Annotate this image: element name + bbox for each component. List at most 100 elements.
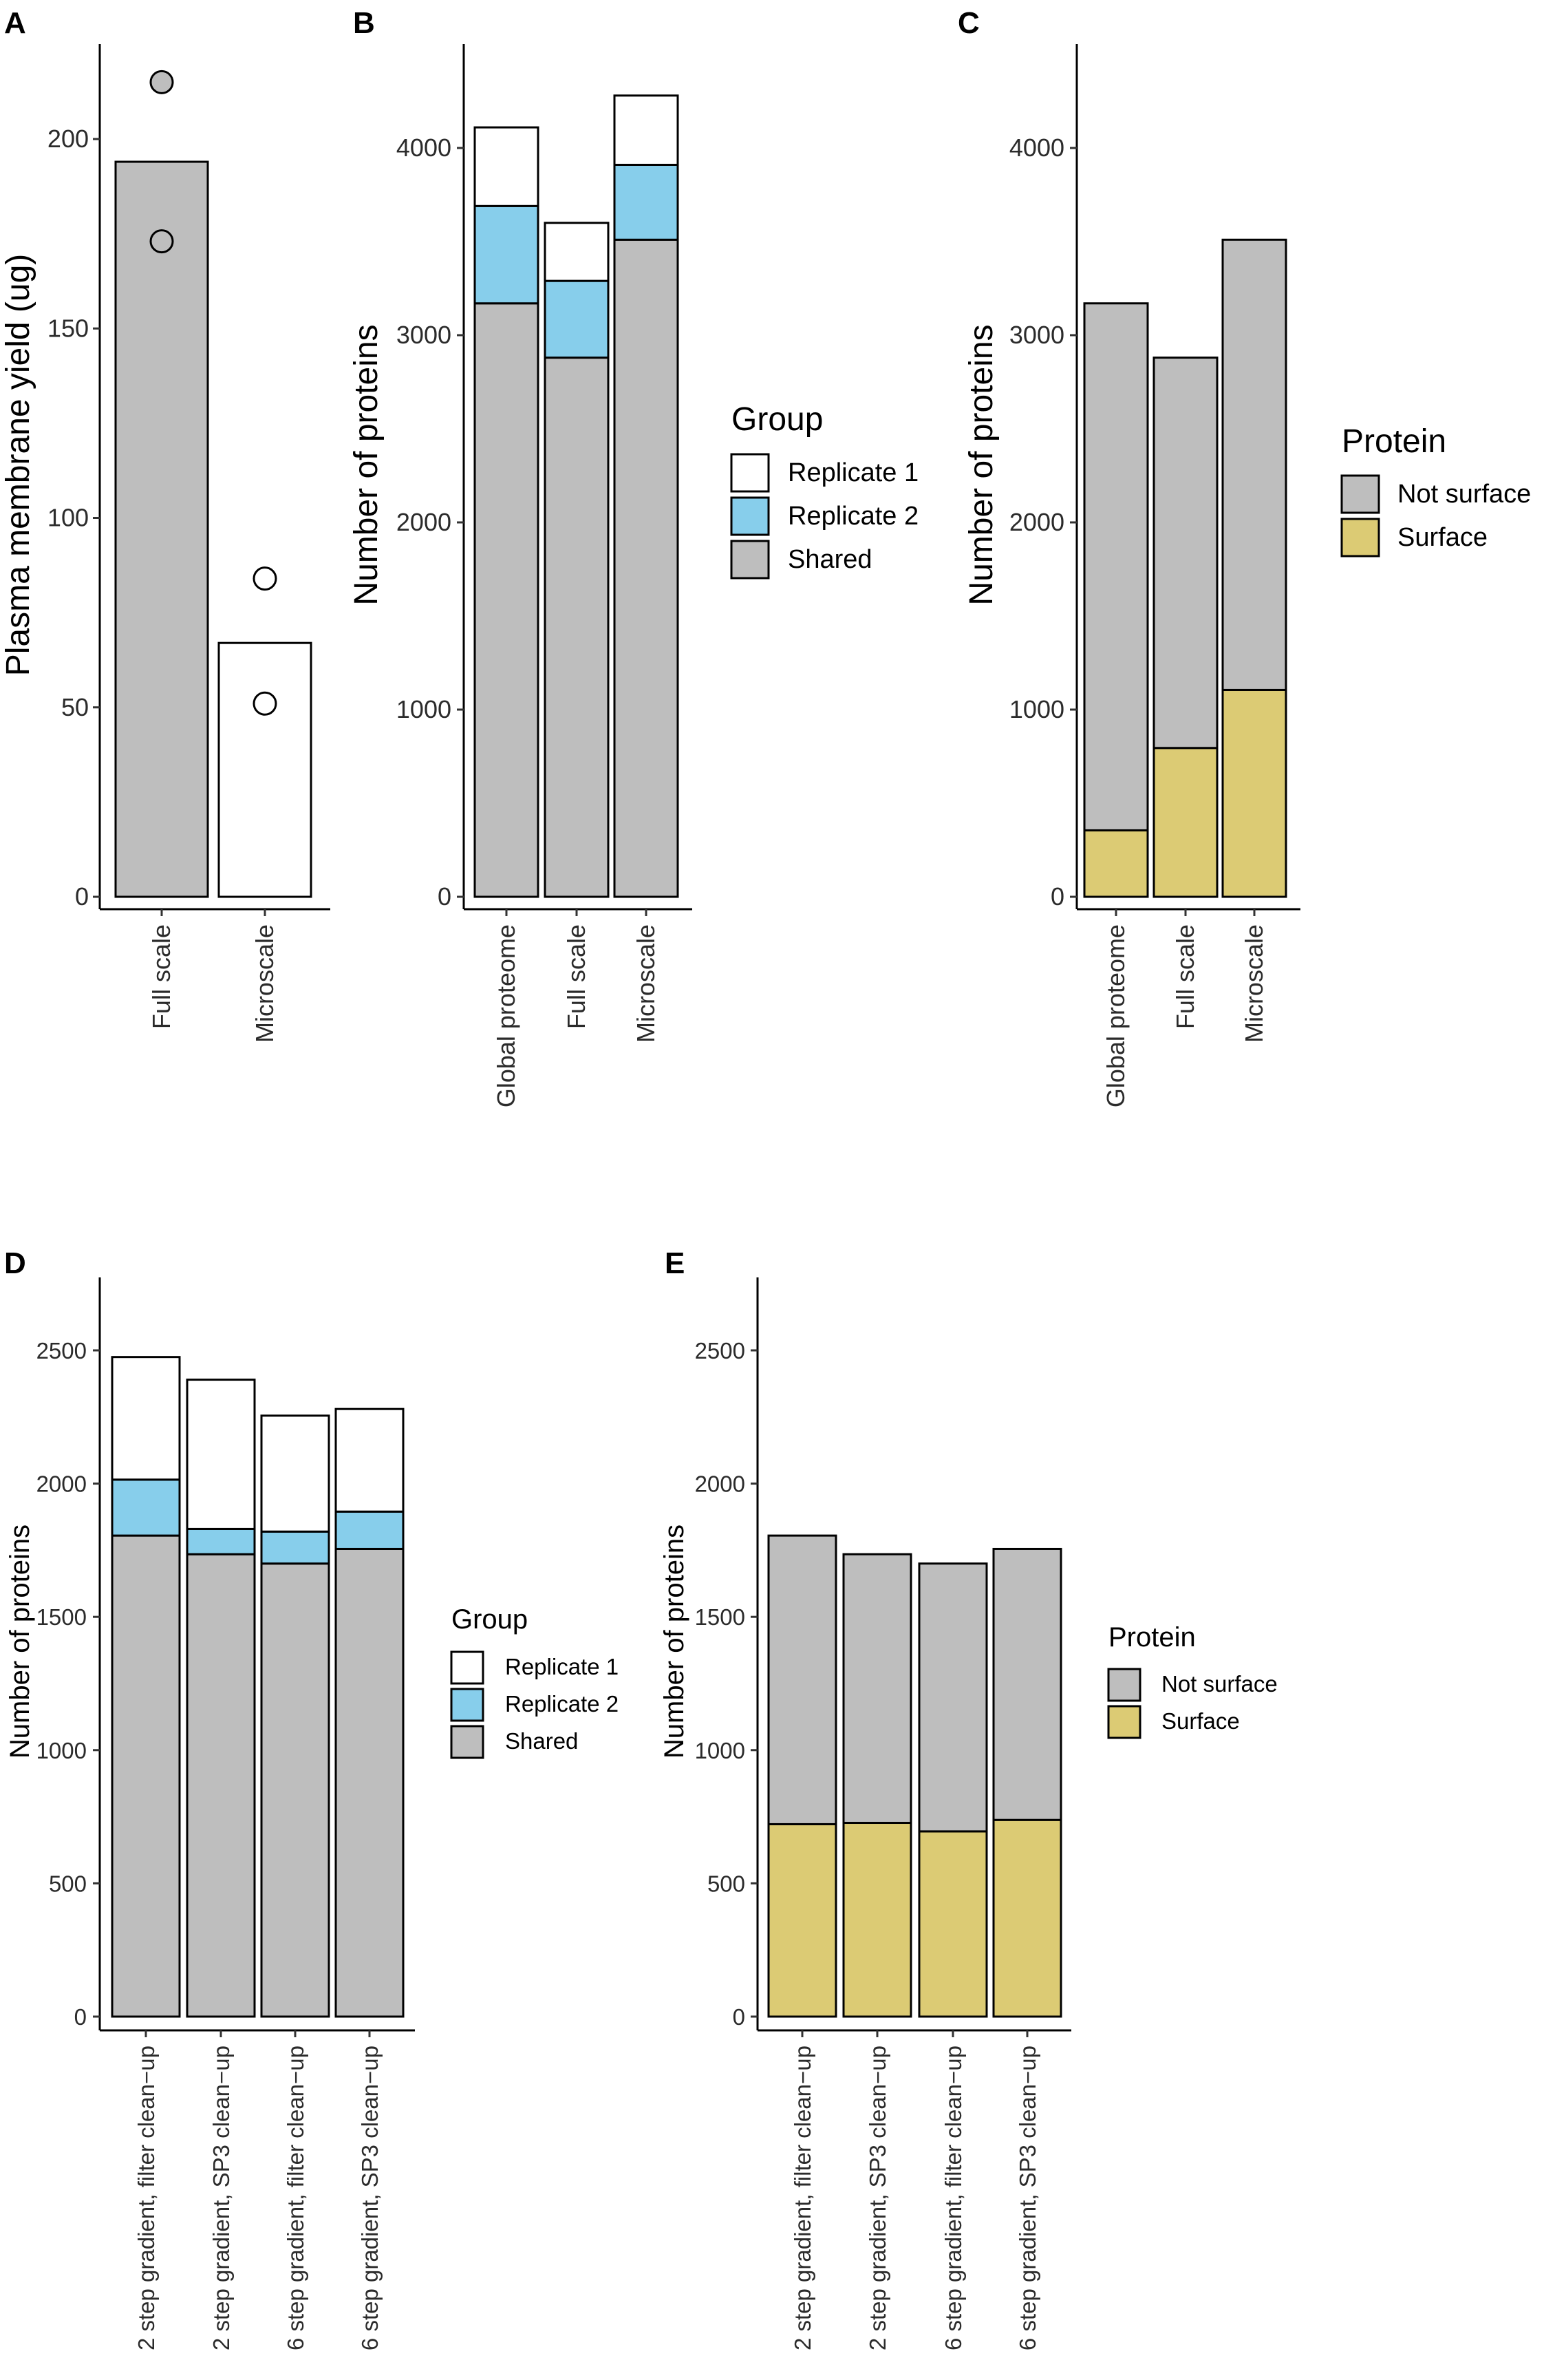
panel-d-y-tick-label-500: 500: [49, 1871, 87, 1896]
panel-a-y-tick-label-150: 150: [47, 314, 89, 342]
panel-b-x-tick-label-microscale: Microscale: [632, 924, 660, 1043]
panel-d-y-tick-label-2000: 2000: [36, 1471, 87, 1497]
panel-b-legend-label-replicate-1: Replicate 1: [788, 458, 919, 487]
panel-d-x-tick-label-2-step-gradient-sp3-clean-up: 2 step gradient, SP3 clean−up: [208, 2046, 234, 2350]
panel-e-y-tick-label-2500: 2500: [695, 1338, 745, 1363]
panel-b-bar-global-proteome-shared: [473, 302, 539, 898]
panel-d-y-tick-label-2500: 2500: [36, 1338, 87, 1363]
panel-e-bar-6-step-gradient-sp3-clean-up-surface: [992, 1818, 1062, 2018]
panel-b-legend-label-shared: Shared: [788, 545, 872, 574]
panel-e-y-tick-label-500: 500: [707, 1871, 745, 1896]
panel-c-y-axis-title: Number of proteins: [963, 324, 1000, 605]
panel-d-legend-label-replicate-2: Replicate 2: [505, 1691, 619, 1717]
panel-e-x-tick-label-6-step-gradient-sp3-clean-up: 6 step gradient, SP3 clean−up: [1015, 2046, 1040, 2350]
panel-d-y-tick-label-1500: 1500: [36, 1604, 87, 1630]
panel-d-bar-2-step-gradient-filter-clean-up-replicate-2: [111, 1478, 181, 1537]
panel-b-bar-microscale-replicate-2: [613, 163, 679, 241]
panel-c-protein-chart: 0 1000 2000 3000 4000 Number of proteins Globa…: [963, 44, 1531, 1107]
panel-b-y-tick-label-2000: 2000: [396, 508, 451, 536]
panel-b-x-tick-label-global-proteome: Global proteome: [492, 924, 520, 1107]
panel-e-bar-6-step-gradient-filter-clean-up-surface: [918, 1830, 988, 2018]
panel-b-legend-swatch-shared: [730, 540, 770, 580]
panel-a-point-microscale-1: [253, 566, 277, 591]
panel-c-legend-swatch-surface: [1340, 518, 1380, 557]
panel-letter-b: B: [353, 6, 375, 40]
panel-d-bar-2-step-gradient-filter-clean-up-shared: [111, 1534, 181, 2018]
panel-e-y-axis-title: Number of proteins: [659, 1524, 689, 1759]
panel-d-y-tick-label-1000: 1000: [36, 1738, 87, 1763]
panel-d-x-tick-label-6-step-gradient-filter-clean-up: 6 step gradient, filter clean−up: [283, 2046, 308, 2350]
panel-e-legend-swatch-surface: [1107, 1705, 1141, 1739]
panel-d-bar-2-step-gradient-sp3-clean-up-replicate-2: [186, 1527, 256, 1555]
panel-a-y-tick-label-200: 200: [47, 125, 89, 153]
panel-c-x-tick-label-full-scale: Full scale: [1171, 924, 1199, 1029]
panel-e-legend-label-not-surface: Not surface: [1161, 1671, 1278, 1697]
panel-c-x-tick-label-global-proteome: Global proteome: [1102, 924, 1130, 1107]
panel-d-legend-swatch-replicate-1: [450, 1650, 484, 1685]
panel-d-bar-6-step-gradient-filter-clean-up-replicate-1: [260, 1414, 330, 1533]
panel-b-legend-swatch-replicate-2: [730, 496, 770, 536]
panel-d-bar-6-step-gradient-filter-clean-up-replicate-2: [260, 1530, 330, 1565]
panel-e-bar-6-step-gradient-sp3-clean-up-not-surface: [992, 1547, 1062, 1821]
panel-d-bar-6-step-gradient-sp3-clean-up-replicate-1: [334, 1407, 405, 1513]
panel-a-bar-microscale: [217, 641, 312, 898]
panel-c-legend-title: Protein: [1342, 423, 1446, 460]
panel-e-y-tick-label-0: 0: [733, 2004, 745, 2030]
panel-d-group-chart: 0 500 1000 1500 2000 2500 Number of proteins 2 …: [5, 1277, 619, 2350]
panel-e-bar-6-step-gradient-filter-clean-up-not-surface: [918, 1562, 988, 1833]
panel-a-y-tick-label-50: 50: [61, 693, 89, 721]
panel-b-bar-full-scale-shared: [544, 357, 610, 898]
panel-c-legend-label-not-surface: Not surface: [1397, 480, 1531, 509]
panel-d-y-tick-label-0: 0: [74, 2004, 87, 2030]
panel-b-bar-global-proteome-replicate-1: [473, 126, 539, 207]
panel-c-legend-label-surface: Surface: [1397, 523, 1488, 552]
panel-b-bar-global-proteome-replicate-2: [473, 204, 539, 305]
panel-e-legend-label-surface: Surface: [1161, 1708, 1240, 1734]
panel-b-x-tick-label-full-scale: Full scale: [562, 924, 590, 1029]
panel-b-y-tick-label-3000: 3000: [396, 321, 451, 349]
panel-a-x-tick-label-microscale: Microscale: [250, 924, 279, 1043]
panel-e-x-tick-label-2-step-gradient-sp3-clean-up: 2 step gradient, SP3 clean−up: [865, 2046, 890, 2350]
panel-a-y-axis-title: Plasma membrane yield (ug): [0, 254, 36, 677]
panel-d-legend-swatch-replicate-2: [450, 1688, 484, 1722]
panel-d-x-tick-label-6-step-gradient-sp3-clean-up: 6 step gradient, SP3 clean−up: [357, 2046, 383, 2350]
panel-e-y-tick-label-1000: 1000: [695, 1738, 745, 1763]
panel-e-x-tick-label-2-step-gradient-filter-clean-up: 2 step gradient, filter clean−up: [790, 2046, 815, 2350]
panel-c-y-tick-label-0: 0: [1051, 882, 1064, 911]
panel-letter-d: D: [4, 1246, 26, 1280]
panel-b-y-axis-title: Number of proteins: [348, 324, 385, 605]
panel-b-group-chart: 0 1000 2000 3000 4000 Number of proteins Globa…: [348, 44, 919, 1107]
panel-a-point-full-scale-2: [149, 229, 174, 254]
panel-b-y-tick-label-4000: 4000: [396, 134, 451, 162]
panel-c-bar-microscale-not-surface: [1221, 238, 1287, 691]
panel-b-bar-microscale-replicate-1: [613, 94, 679, 166]
panel-c-legend-swatch-not-surface: [1340, 474, 1380, 514]
panel-a-y-tick-label-100: 100: [47, 504, 89, 532]
panel-b-bar-full-scale-replicate-1: [544, 222, 610, 282]
panel-letter-e: E: [665, 1246, 685, 1280]
panel-d-legend-swatch-shared: [450, 1725, 484, 1759]
panel-e-x-tick-label-6-step-gradient-filter-clean-up: 6 step gradient, filter clean−up: [941, 2046, 966, 2350]
panel-a-bar-full-scale: [114, 160, 209, 898]
panel-b-legend-label-replicate-2: Replicate 2: [788, 502, 919, 531]
panel-e-legend-title: Protein: [1108, 1622, 1196, 1653]
panel-c-y-tick-label-4000: 4000: [1009, 134, 1064, 162]
panel-c-bar-microscale-surface: [1221, 688, 1287, 898]
panel-b-y-tick-label-1000: 1000: [396, 695, 451, 723]
panel-e-y-tick-label-1500: 1500: [695, 1604, 745, 1630]
panel-a-x-tick-label-full-scale: Full scale: [147, 924, 175, 1029]
panel-a-point-full-scale-1: [149, 70, 174, 94]
panel-c-y-tick-label-1000: 1000: [1009, 695, 1064, 723]
panel-d-y-axis-title: Number of proteins: [5, 1524, 35, 1759]
panel-e-bar-2-step-gradient-filter-clean-up-surface: [767, 1823, 837, 2018]
panel-c-bar-full-scale-not-surface: [1152, 357, 1219, 750]
panel-e-bar-2-step-gradient-filter-clean-up-not-surface: [767, 1534, 837, 1825]
panel-c-bar-global-proteome-not-surface: [1083, 302, 1149, 831]
panel-a-point-microscale-2: [253, 691, 277, 716]
panel-c-bar-full-scale-surface: [1152, 747, 1219, 898]
panel-b-legend-swatch-replicate-1: [730, 453, 770, 493]
panel-b-legend-title: Group: [731, 401, 823, 438]
panel-d-bar-6-step-gradient-filter-clean-up-shared: [260, 1562, 330, 2018]
panel-e-bar-2-step-gradient-sp3-clean-up-surface: [842, 1822, 912, 2018]
panel-d-bar-2-step-gradient-filter-clean-up-replicate-1: [111, 1356, 181, 1481]
